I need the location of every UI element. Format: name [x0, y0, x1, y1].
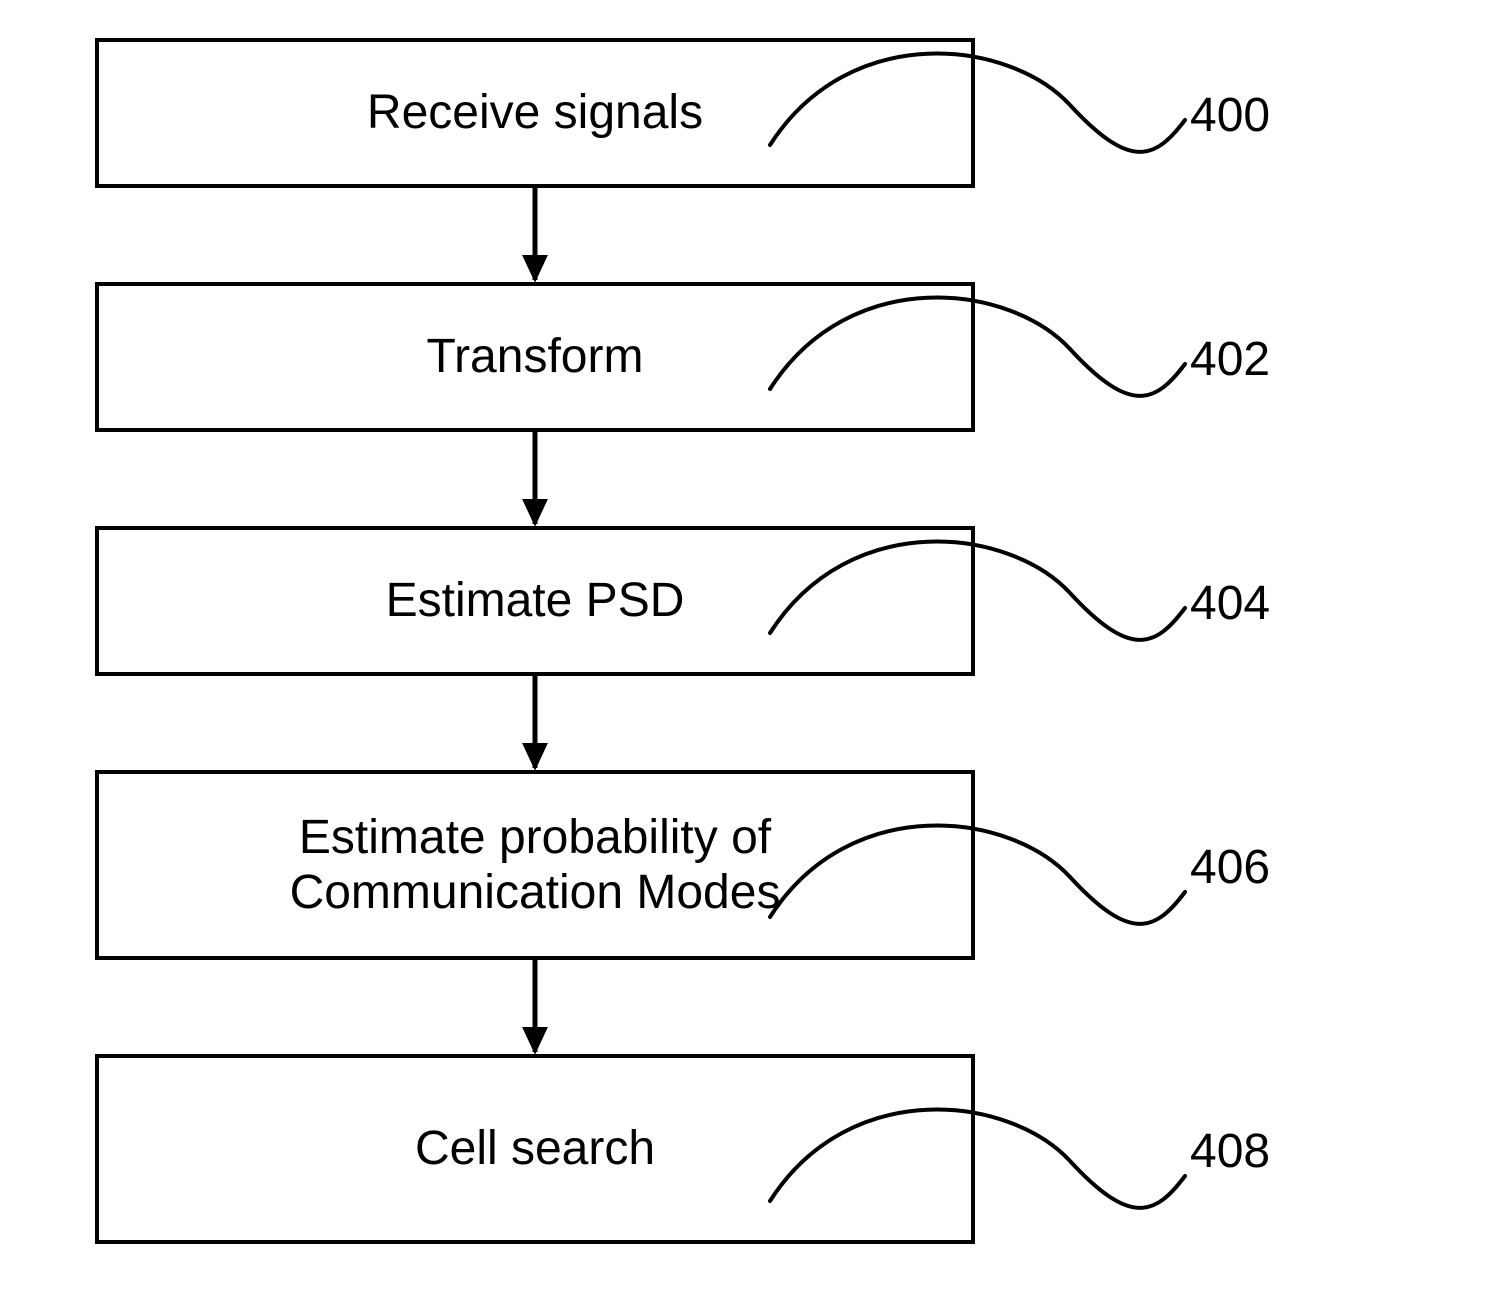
ref-number-404: 404 [1190, 576, 1270, 631]
ref-number-400: 400 [1190, 88, 1270, 143]
step-label: Estimate PSD [386, 573, 685, 628]
step-label: Cell search [415, 1121, 655, 1176]
step-cell-search: Cell search [95, 1054, 975, 1244]
step-estimate-psd: Estimate PSD [95, 526, 975, 676]
step-label: Receive signals [367, 85, 703, 140]
ref-number-406: 406 [1190, 840, 1270, 895]
step-estimate-probability: Estimate probability of Communication Mo… [95, 770, 975, 960]
ref-number-408: 408 [1190, 1124, 1270, 1179]
step-receive-signals: Receive signals [95, 38, 975, 188]
step-label: Estimate probability of Communication Mo… [290, 810, 781, 920]
ref-number-402: 402 [1190, 332, 1270, 387]
step-label: Transform [427, 329, 644, 384]
flowchart-canvas: Receive signals Transform Estimate PSD E… [0, 0, 1506, 1305]
step-transform: Transform [95, 282, 975, 432]
